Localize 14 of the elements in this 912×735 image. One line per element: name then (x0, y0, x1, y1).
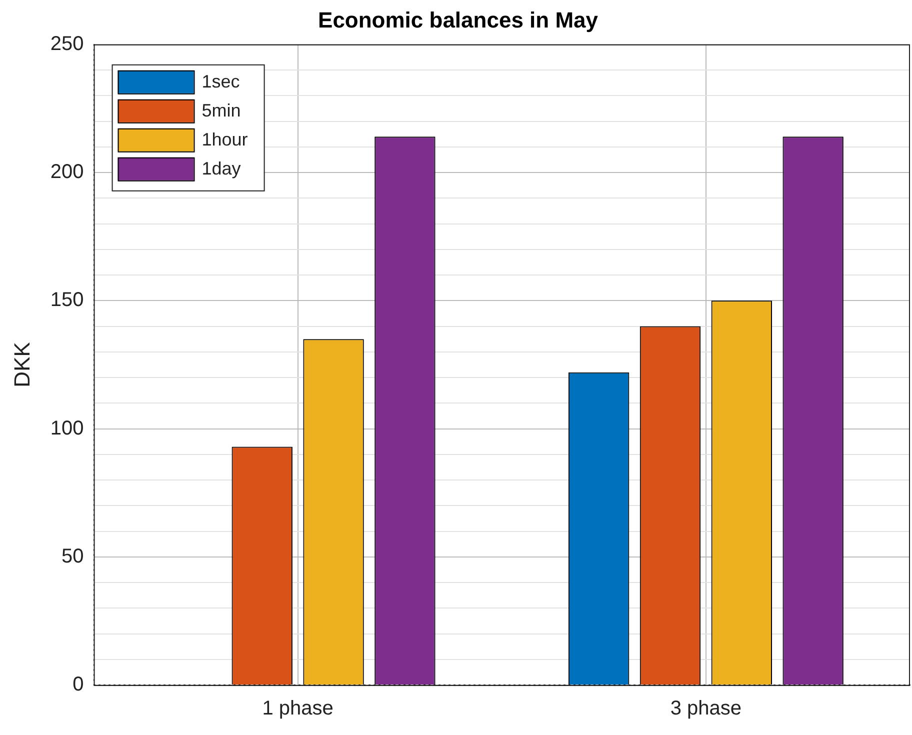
legend-label: 5min (202, 100, 241, 120)
legend-label: 1sec (202, 71, 240, 92)
y-tick-label: 200 (50, 161, 84, 184)
legend-label: 1day (202, 158, 241, 178)
x-tick-label: 3 phase (670, 698, 742, 720)
y-axis-title: DKK (9, 342, 34, 388)
y-tick-label: 250 (50, 32, 84, 55)
y-tick-label: 0 (72, 674, 84, 696)
legend-label: 1hour (202, 129, 248, 150)
x-tick-label: 1 phase (262, 698, 334, 720)
y-tick-label: 150 (50, 289, 84, 312)
chart-title: Economic balances in May (318, 7, 599, 32)
y-tick-label: 100 (50, 417, 84, 440)
y-tick-label: 50 (62, 545, 84, 568)
